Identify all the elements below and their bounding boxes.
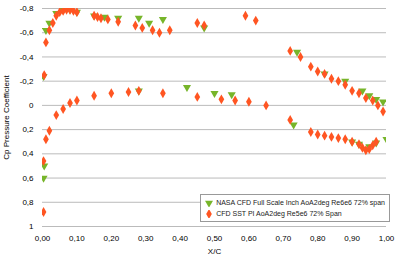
svg-text:0,90: 0,90	[344, 234, 360, 243]
svg-text:0,6: 0,6	[22, 174, 34, 183]
svg-text:1,00: 1,00	[379, 234, 395, 243]
svg-text:0,10: 0,10	[69, 234, 85, 243]
svg-text:0,20: 0,20	[104, 234, 120, 243]
svg-text:0,4: 0,4	[22, 149, 34, 158]
svg-text:1: 1	[29, 222, 34, 231]
svg-text:-0,4: -0,4	[20, 53, 34, 62]
svg-text:0,70: 0,70	[276, 234, 292, 243]
svg-text:-0,8: -0,8	[20, 4, 34, 13]
html-text:NASA CFD Full Scale Inch AoA2d: NASA CFD Full Scale Inch AoA2deg Re6e6 7…	[216, 199, 385, 206]
svg-text:-0,2: -0,2	[20, 77, 34, 86]
svg-text:0,00: 0,00	[35, 234, 51, 243]
svg-text:X/C: X/C	[208, 247, 222, 256]
svg-text:-0,6: -0,6	[20, 28, 34, 37]
svg-text:0,30: 0,30	[138, 234, 154, 243]
svg-text:0,8: 0,8	[22, 198, 34, 207]
svg-text:0,50: 0,50	[207, 234, 223, 243]
svg-text:0: 0	[29, 101, 34, 110]
svg-text:0,40: 0,40	[172, 234, 188, 243]
svg-text:Cp Pressure Coefficient: Cp Pressure Coefficient	[2, 75, 11, 160]
html-text:CFD SST PI AoA2deg Re5e6 72% S: CFD SST PI AoA2deg Re5e6 72% Span	[216, 210, 342, 217]
svg-text:0,80: 0,80	[310, 234, 326, 243]
svg-text:0,2: 0,2	[22, 125, 34, 134]
svg-text:0,60: 0,60	[241, 234, 257, 243]
